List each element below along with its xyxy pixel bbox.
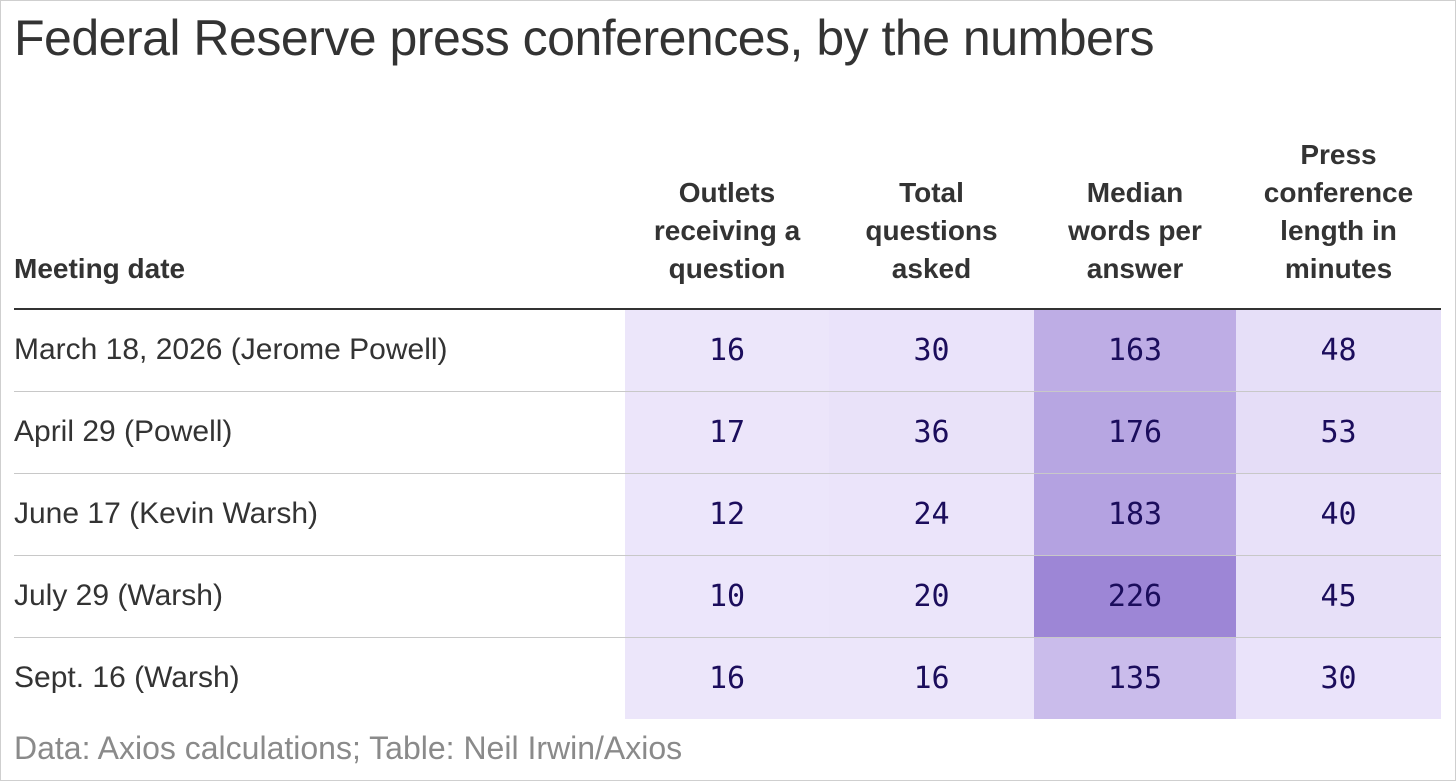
cell-length-minutes: 45 (1236, 554, 1441, 637)
cell-median-words: 226 (1034, 554, 1236, 637)
table-row: April 29 (Powell) 17 36 176 53 (14, 390, 1441, 473)
cell-median-words: 176 (1034, 390, 1236, 473)
table-row: June 17 (Kevin Warsh) 12 24 183 40 (14, 472, 1441, 555)
cell-total-questions: 20 (829, 554, 1034, 637)
cell-length-minutes: 53 (1236, 390, 1441, 473)
cell-outlets: 16 (625, 636, 829, 719)
column-header-median-words: Median words per answer (1034, 110, 1236, 310)
cell-total-questions: 30 (829, 309, 1034, 391)
cell-total-questions: 24 (829, 472, 1034, 555)
row-date: Sept. 16 (Warsh) (14, 636, 625, 719)
row-date: March 18, 2026 (Jerome Powell) (14, 333, 448, 367)
cell-outlets: 16 (625, 309, 829, 391)
column-header-length-minutes: Press conference length in minutes (1236, 110, 1441, 310)
cell-outlets: 10 (625, 554, 829, 637)
cell-length-minutes: 30 (1236, 636, 1441, 719)
table-header-row: Meeting date Outlets receiving a questio… (14, 110, 1441, 310)
cell-total-questions: 16 (829, 636, 1034, 719)
row-date: April 29 (Powell) (14, 390, 625, 473)
column-header-outlets: Outlets receiving a question (625, 110, 829, 310)
chart-title: Federal Reserve press conferences, by th… (14, 10, 1154, 66)
column-header-total-questions: Total questions asked (829, 110, 1034, 310)
source-note: Data: Axios calculations; Table: Neil Ir… (14, 730, 683, 766)
table-row: March 18, 2026 (Jerome Powell) 16 30 163… (14, 309, 1441, 391)
column-header-meeting-date: Meeting date (14, 110, 625, 310)
row-date: July 29 (Warsh) (14, 554, 625, 637)
cell-total-questions: 36 (829, 390, 1034, 473)
cell-length-minutes: 48 (1236, 309, 1441, 391)
row-date: June 17 (Kevin Warsh) (14, 472, 625, 555)
cell-outlets: 17 (625, 390, 829, 473)
table-row: July 29 (Warsh) 10 20 226 45 (14, 554, 1441, 637)
cell-median-words: 135 (1034, 636, 1236, 719)
cell-median-words: 163 (1034, 309, 1236, 391)
press-conference-table: Meeting date Outlets receiving a questio… (14, 110, 1441, 719)
cell-length-minutes: 40 (1236, 472, 1441, 555)
cell-outlets: 12 (625, 472, 829, 555)
cell-median-words: 183 (1034, 472, 1236, 555)
table-row: Sept. 16 (Warsh) 16 16 135 30 (14, 636, 1441, 719)
